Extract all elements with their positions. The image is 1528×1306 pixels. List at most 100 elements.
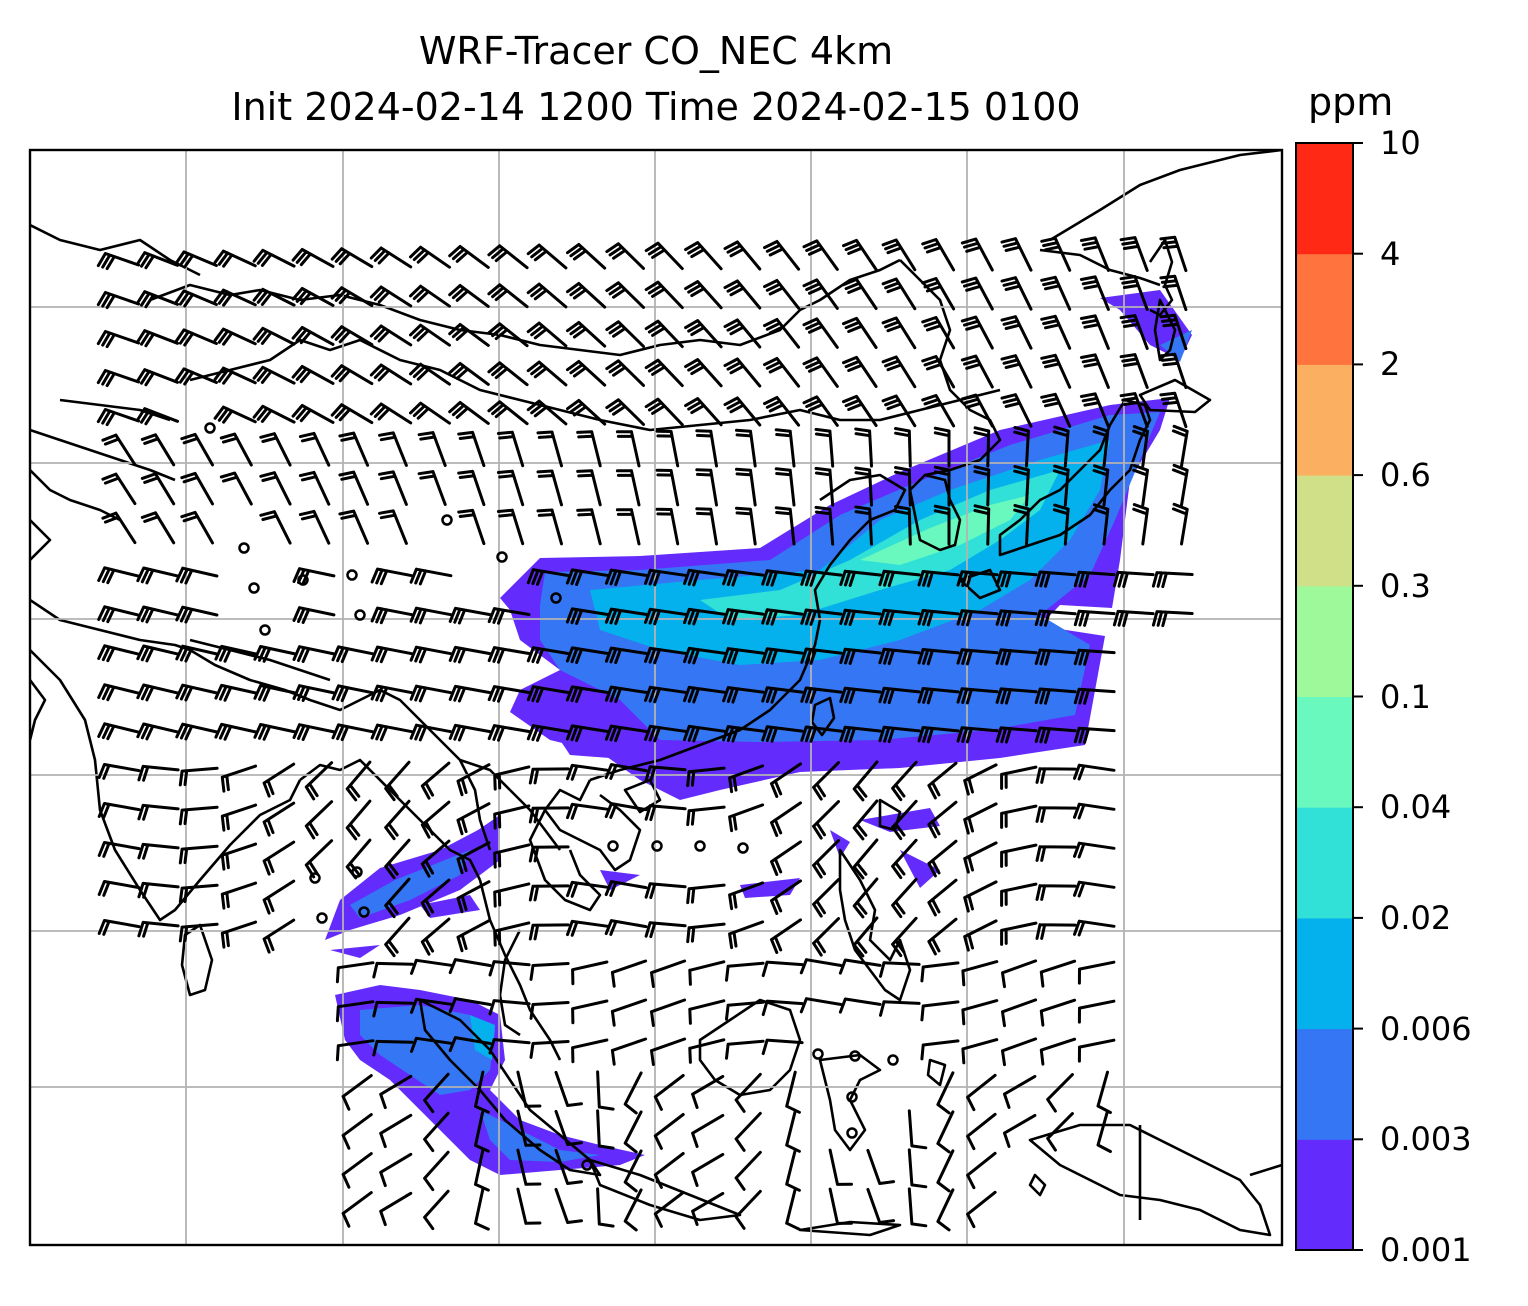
wind-barb	[262, 801, 296, 837]
wind-barb	[866, 1187, 896, 1224]
wind-barb	[936, 1071, 955, 1115]
wind-barb	[370, 684, 414, 703]
wind-barb	[917, 726, 960, 744]
wind-barb	[219, 471, 253, 506]
wind-barb	[423, 1189, 450, 1231]
wind-barb	[933, 465, 951, 507]
wind-barb	[1132, 464, 1149, 507]
wind-barb	[135, 251, 179, 270]
wind-barb	[259, 510, 292, 545]
wind-barb	[135, 407, 179, 426]
wind-barb	[684, 397, 723, 427]
wind-barb	[1000, 765, 1038, 790]
wind-barb	[180, 471, 214, 506]
wind-barb	[526, 399, 568, 426]
wind-barb	[420, 839, 451, 878]
calm-wind-circle	[694, 840, 706, 852]
wind-barb	[338, 470, 370, 506]
wind-barb	[1052, 425, 1070, 468]
wind-barb	[1046, 1112, 1074, 1152]
wind-barb	[761, 569, 804, 587]
wind-barb	[838, 958, 882, 975]
wind-barb	[174, 367, 218, 386]
wind-barb	[894, 427, 912, 468]
wind-barb	[370, 645, 414, 664]
wind-barb	[683, 607, 726, 626]
wind-barb	[761, 725, 804, 743]
wind-barb	[921, 394, 956, 428]
wind-barb	[526, 568, 570, 586]
wind-barb	[728, 803, 765, 833]
wind-barb	[1000, 921, 1038, 946]
colorbar	[1296, 142, 1363, 1251]
wind-barb	[175, 605, 219, 624]
wind-barb	[97, 644, 141, 663]
wind-barb	[420, 917, 451, 956]
wind-barb	[610, 959, 648, 988]
wind-barb	[140, 472, 176, 506]
wind-barb	[526, 321, 568, 348]
wind-barb	[891, 838, 918, 880]
wind-barb	[722, 569, 765, 587]
wind-barb	[839, 686, 882, 704]
wind-barb	[604, 724, 648, 743]
wind-barb	[213, 405, 257, 424]
wind-barb	[252, 404, 296, 424]
wind-barb	[137, 920, 180, 938]
wind-barb	[653, 1191, 685, 1228]
calm-wind-circle	[737, 842, 749, 854]
wind-barb	[175, 722, 219, 741]
wind-barb	[369, 363, 413, 386]
wind-barb	[770, 879, 802, 915]
wind-barb	[995, 648, 1038, 666]
wind-barb	[1112, 609, 1155, 627]
wind-barb	[1159, 313, 1188, 351]
wind-barb	[842, 394, 878, 427]
wind-barb	[956, 726, 999, 744]
wind-barb	[330, 286, 374, 308]
wind-barb	[1073, 687, 1116, 705]
wind-barb	[653, 1074, 685, 1111]
colorbar-segment	[1296, 143, 1353, 255]
wind-barb	[605, 320, 645, 348]
wind-barb	[1073, 570, 1116, 588]
wind-barb	[448, 723, 492, 742]
wind-barb	[785, 1187, 801, 1231]
wind-barb	[136, 566, 180, 585]
wind-barb	[174, 289, 218, 308]
wind-barb	[966, 1190, 997, 1229]
wind-barb	[610, 998, 648, 1027]
wind-barb	[136, 644, 180, 663]
wind-barb	[881, 316, 917, 350]
wind-barb	[565, 685, 609, 703]
wind-barb	[604, 607, 648, 626]
wind-barb	[1000, 804, 1038, 829]
calm-wind-circle	[887, 1054, 899, 1066]
wind-barb	[291, 326, 335, 346]
wind-barb	[1073, 880, 1116, 898]
wind-barb	[1159, 352, 1188, 390]
wind-barb	[596, 1109, 615, 1150]
wind-barb	[866, 1148, 896, 1185]
wind-barb	[644, 568, 687, 587]
wind-barb	[644, 358, 684, 388]
wind-barb	[802, 356, 839, 388]
wind-barb	[623, 1188, 643, 1232]
wind-barb	[101, 472, 137, 506]
wind-barb	[304, 761, 334, 801]
wind-barb	[1073, 763, 1116, 781]
wind-barb	[97, 880, 141, 897]
colorbar-unit: ppm	[1308, 80, 1394, 124]
wind-barb	[683, 646, 726, 665]
wind-barb	[420, 878, 451, 917]
wind-barb	[728, 764, 765, 794]
wind-barb	[842, 355, 878, 388]
wind-barb	[341, 1152, 373, 1189]
wind-barb	[604, 646, 648, 665]
wind-barb	[292, 567, 336, 585]
wind-barb	[960, 393, 994, 428]
wind-barb	[178, 844, 219, 865]
wind-barb	[956, 609, 999, 627]
wind-barb	[566, 763, 609, 781]
wind-barb	[761, 686, 804, 704]
